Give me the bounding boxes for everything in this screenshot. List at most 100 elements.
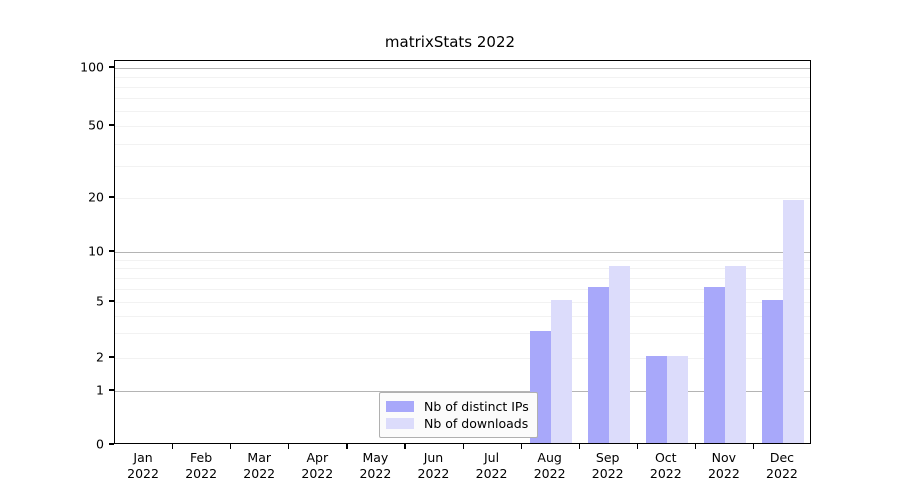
x-axis-tick-year: 2022 bbox=[533, 466, 566, 481]
gridline bbox=[115, 333, 810, 335]
chart-legend: Nb of distinct IPs Nb of downloads bbox=[379, 392, 538, 438]
x-axis-tick-year: 2022 bbox=[766, 466, 798, 481]
gridline bbox=[115, 358, 810, 359]
y-axis-tick-label: 20 bbox=[88, 189, 104, 205]
x-axis-tick-month: Jan bbox=[133, 450, 153, 465]
x-axis-tick-mark bbox=[346, 444, 348, 449]
gridline bbox=[115, 143, 810, 145]
y-axis-tick-label: 5 bbox=[96, 293, 104, 309]
x-axis-tick-month: Feb bbox=[190, 450, 213, 465]
bar-nov-downloads bbox=[724, 266, 746, 443]
bar-dec-ips bbox=[762, 300, 783, 443]
y-axis-tick-label: 2 bbox=[96, 349, 104, 365]
plot-area bbox=[114, 60, 811, 444]
chart-title: matrixStats 2022 bbox=[384, 33, 516, 51]
legend-label: Nb of downloads bbox=[424, 416, 529, 431]
legend-label: Nb of distinct IPs bbox=[424, 399, 529, 414]
y-axis-tick-label: 100 bbox=[80, 59, 104, 75]
legend-item: Nb of distinct IPs bbox=[386, 398, 529, 415]
x-axis-tick-mark bbox=[636, 444, 638, 449]
y-axis-tick-label: 1 bbox=[96, 382, 104, 398]
x-axis-tick-month: May bbox=[362, 450, 389, 465]
legend-swatch-icon bbox=[386, 418, 414, 429]
gridline bbox=[115, 252, 810, 253]
x-axis-tick-month: Jul bbox=[483, 450, 500, 465]
x-axis-tick-year: 2022 bbox=[301, 466, 334, 481]
gridline bbox=[115, 76, 810, 78]
gridline bbox=[115, 198, 810, 199]
x-axis-tick-month: Dec bbox=[769, 450, 795, 465]
x-axis-tick-label: Nov 2022 bbox=[689, 450, 759, 482]
y-axis-tick-mark bbox=[109, 124, 114, 126]
x-axis-tick-label: Feb 2022 bbox=[166, 450, 236, 482]
gridline bbox=[115, 302, 810, 303]
legend-swatch-icon bbox=[386, 401, 414, 412]
gridline bbox=[115, 268, 810, 270]
x-axis-tick-year: 2022 bbox=[475, 466, 508, 481]
gridline bbox=[115, 259, 810, 261]
gridline bbox=[115, 126, 810, 127]
y-axis-tick-mark bbox=[109, 300, 114, 302]
y-axis-tick-label: 0 bbox=[96, 436, 104, 452]
x-axis-tick-mark bbox=[288, 444, 290, 449]
x-axis-tick-year: 2022 bbox=[591, 466, 624, 481]
x-axis-tick-mark bbox=[752, 444, 755, 449]
x-axis-tick-label: Jun 2022 bbox=[398, 450, 468, 482]
bar-sep-downloads bbox=[608, 266, 630, 443]
y-axis-tick-mark bbox=[109, 196, 114, 198]
x-axis-tick-label: Oct 2022 bbox=[631, 450, 701, 482]
x-axis-tick-month: Jun bbox=[423, 450, 444, 465]
x-axis-tick-mark bbox=[172, 444, 174, 449]
x-axis-tick-mark bbox=[578, 444, 580, 449]
x-axis-tick-mark bbox=[462, 444, 464, 449]
y-axis-tick-label: 10 bbox=[88, 243, 104, 259]
x-axis-tick-year: 2022 bbox=[185, 466, 218, 481]
y-axis-tick-mark bbox=[109, 389, 114, 391]
bar-oct-downloads bbox=[666, 356, 688, 443]
x-axis-tick-year: 2022 bbox=[707, 466, 740, 481]
gridline bbox=[115, 110, 810, 112]
y-axis-tick-label: 50 bbox=[88, 117, 104, 133]
x-axis-tick-label: Aug 2022 bbox=[515, 450, 585, 482]
x-axis-tick-month: Aug bbox=[537, 450, 562, 465]
gridline bbox=[115, 97, 810, 99]
x-axis-tick-year: 2022 bbox=[359, 466, 392, 481]
legend-item: Nb of downloads bbox=[386, 415, 529, 432]
gridline bbox=[115, 68, 810, 69]
gridline bbox=[115, 315, 810, 317]
gridline bbox=[115, 166, 810, 168]
x-axis-tick-month: Apr bbox=[306, 450, 329, 465]
x-axis-tick-mark bbox=[694, 444, 697, 449]
gridline bbox=[115, 391, 810, 392]
gridline bbox=[115, 86, 810, 88]
x-axis-tick-label: Sep 2022 bbox=[573, 450, 643, 482]
x-axis-tick-month: Nov bbox=[711, 450, 737, 465]
gridline bbox=[115, 277, 810, 279]
x-axis-tick-label: May 2022 bbox=[340, 450, 410, 482]
x-axis-tick-label: Apr 2022 bbox=[282, 450, 352, 482]
bar-dec-downloads bbox=[782, 200, 804, 443]
x-axis-tick-label: Dec 2022 bbox=[747, 450, 817, 482]
x-axis-tick-mark bbox=[230, 444, 232, 449]
x-axis-tick-year: 2022 bbox=[243, 466, 276, 481]
y-axis-tick-mark bbox=[109, 443, 114, 445]
x-axis-tick-month: Mar bbox=[247, 450, 271, 465]
x-axis-tick-year: 2022 bbox=[127, 466, 159, 481]
gridline bbox=[115, 288, 810, 290]
x-axis-tick-label: Jan 2022 bbox=[108, 450, 178, 482]
x-axis-tick-mark bbox=[404, 444, 406, 449]
x-axis-tick-month: Sep bbox=[595, 450, 620, 465]
x-axis-tick-mark bbox=[520, 444, 522, 449]
y-axis-tick-mark bbox=[109, 356, 114, 358]
x-axis-tick-year: 2022 bbox=[417, 466, 450, 481]
x-axis-tick-label: Jul 2022 bbox=[457, 450, 527, 482]
x-axis-tick-month: Oct bbox=[654, 450, 677, 465]
bar-sep-ips bbox=[587, 286, 609, 443]
bar-aug-downloads bbox=[550, 300, 572, 443]
x-axis-tick-label: Mar 2022 bbox=[224, 450, 294, 482]
y-axis-tick-mark bbox=[109, 66, 114, 68]
x-axis-tick-year: 2022 bbox=[649, 466, 682, 481]
bar-nov-ips bbox=[703, 286, 725, 443]
y-axis-tick-mark bbox=[109, 250, 114, 252]
